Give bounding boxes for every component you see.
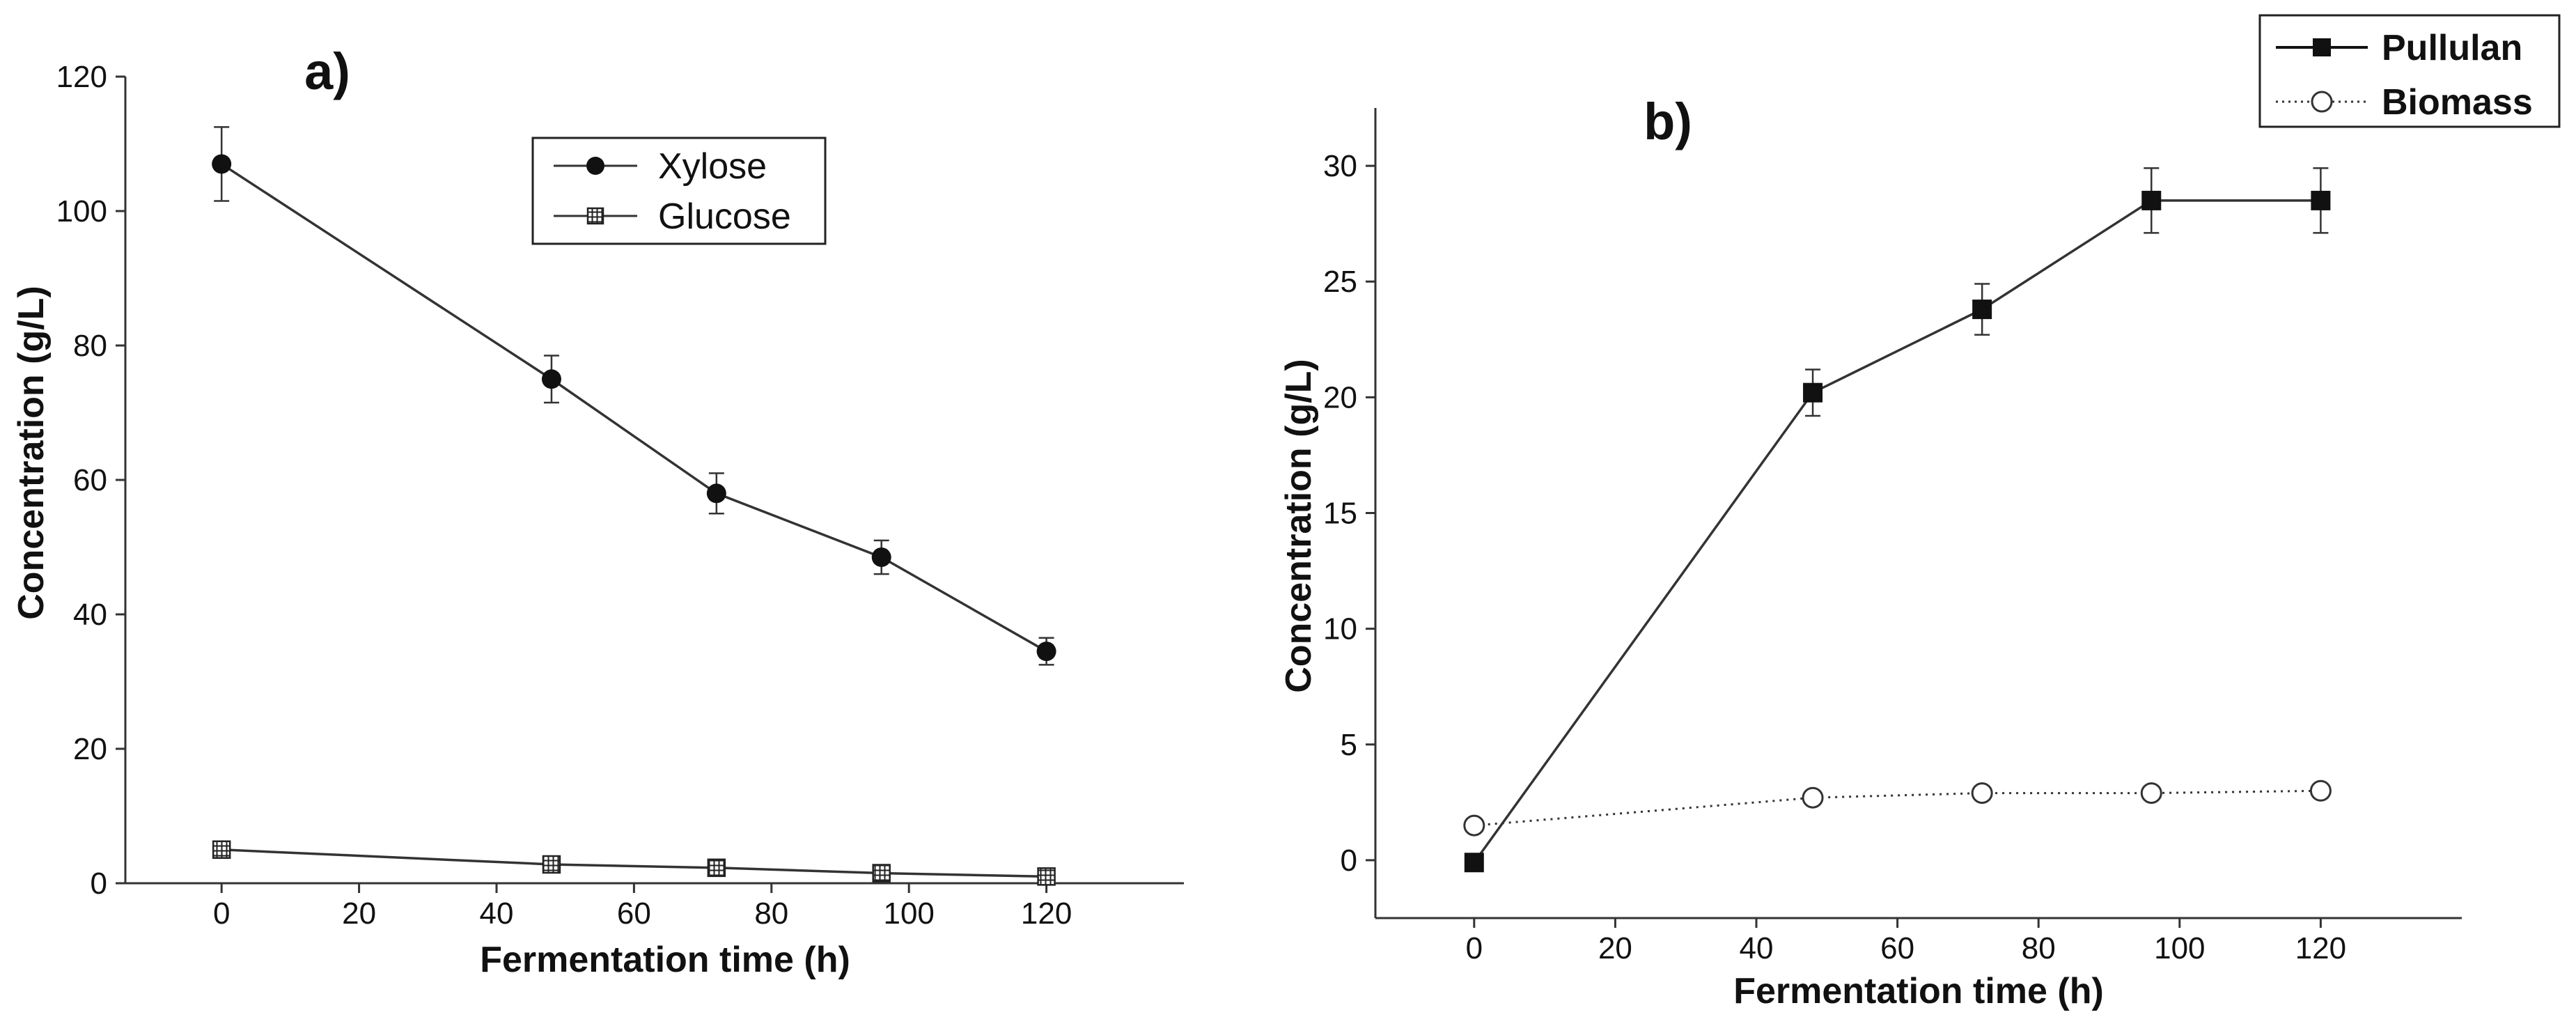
panel-label-b: b) xyxy=(1644,93,1692,150)
y-tick-label-b: 25 xyxy=(1323,265,1357,299)
legend-marker-biomass xyxy=(2311,91,2333,113)
data-point-xylose xyxy=(212,154,232,174)
data-point-xylose xyxy=(1036,642,1056,662)
x-tick-label-b: 120 xyxy=(2295,931,2346,965)
data-point-glucose xyxy=(542,855,561,874)
data-point-biomass xyxy=(2140,782,2162,805)
data-point-glucose xyxy=(1037,867,1056,886)
legend-label-biomass: Biomass xyxy=(2382,82,2533,123)
x-axis-title-b: Fermentation time (h) xyxy=(1733,971,2104,1011)
chart-panel-a: a) Fermentation time (h) Concentration (… xyxy=(11,42,1184,980)
legend-box-b xyxy=(2258,14,2561,128)
y-tick-label-b: 20 xyxy=(1323,380,1357,414)
x-tick-label-a: 20 xyxy=(342,896,376,931)
x-tick-label-b: 20 xyxy=(1598,931,1632,965)
data-point-biomass xyxy=(1463,814,1485,837)
x-tick-label-b: 80 xyxy=(2022,931,2056,965)
data-point-biomass xyxy=(1971,782,1993,805)
y-tick-label-b: 15 xyxy=(1323,497,1357,531)
legend-marker-pullulan xyxy=(2313,38,2331,56)
data-point-xylose xyxy=(871,547,891,567)
data-point-glucose xyxy=(872,864,891,883)
legend-a: Xylose Glucose xyxy=(531,137,827,245)
x-axis-title-a: Fermentation time (h) xyxy=(480,940,850,980)
data-point-pullulan xyxy=(1803,382,1823,403)
data-point-pullulan xyxy=(1464,853,1484,873)
legend-marker-xylose xyxy=(586,157,604,175)
y-axis-title-b: Concentration (g/L) xyxy=(1279,359,1319,693)
y-tick-label-a: 80 xyxy=(73,329,107,363)
legend-b: Pullulan Biomass xyxy=(2258,14,2561,128)
data-point-pullulan xyxy=(2141,190,2162,210)
y-tick-label-b: 10 xyxy=(1323,612,1357,646)
x-tick-label-a: 40 xyxy=(480,896,514,931)
data-point-xylose xyxy=(541,369,561,389)
legend-entry-pullulan: Pullulan xyxy=(2276,28,2522,68)
y-tick-label-a: 120 xyxy=(56,60,107,94)
data-point-biomass xyxy=(1802,786,1824,809)
data-marks-a xyxy=(212,126,1056,886)
x-tick-label-b: 40 xyxy=(1740,931,1774,965)
x-tick-label-b: 60 xyxy=(1880,931,1914,965)
y-tick-label-a: 60 xyxy=(73,463,107,497)
data-point-biomass xyxy=(2309,779,2332,802)
chart-panel-b: b) Fermentation time (h) Concentration (… xyxy=(1279,14,2561,1011)
legend-entry-glucose: Glucose xyxy=(554,196,791,237)
y-axis-title-a: Concentration (g/L) xyxy=(11,286,52,620)
legend-entry-xylose: Xylose xyxy=(554,146,767,187)
x-tick-label-a: 60 xyxy=(617,896,651,931)
x-tick-label-a: 0 xyxy=(213,896,230,931)
legend-label-xylose: Xylose xyxy=(658,146,767,187)
data-point-pullulan xyxy=(2311,190,2331,210)
data-point-glucose xyxy=(212,840,231,859)
axes-b: 0 20 40 60 80 100 120 0 5 10 15 20 25 30 xyxy=(1323,108,2462,965)
data-point-glucose xyxy=(707,858,726,878)
x-tick-label-b: 0 xyxy=(1466,931,1483,965)
x-tick-label-b: 100 xyxy=(2154,931,2205,965)
x-tick-label-a: 80 xyxy=(754,896,788,931)
y-tick-label-a: 0 xyxy=(91,867,107,901)
axes-a: 0 20 40 60 80 100 120 0 20 40 60 80 100 120 xyxy=(56,60,1184,931)
panel-label-a: a) xyxy=(304,42,350,100)
y-tick-label-b: 30 xyxy=(1323,149,1357,183)
series-line-glucose xyxy=(221,848,1047,878)
legend-entry-biomass: Biomass xyxy=(2276,82,2533,123)
y-tick-label-b: 0 xyxy=(1341,844,1357,878)
y-tick-label-a: 100 xyxy=(56,194,107,228)
legend-label-pullulan: Pullulan xyxy=(2382,28,2522,68)
data-marks-b xyxy=(1463,167,2332,873)
x-tick-label-a: 100 xyxy=(883,896,934,931)
data-point-pullulan xyxy=(1972,300,1992,320)
y-tick-label-a: 20 xyxy=(73,732,107,766)
legend-box-a xyxy=(531,137,827,245)
data-point-xylose xyxy=(706,483,726,504)
series-line-biomass xyxy=(1474,789,2321,827)
y-tick-label-a: 40 xyxy=(73,598,107,632)
legend-marker-glucose xyxy=(586,207,604,225)
x-tick-label-a: 120 xyxy=(1021,896,1072,931)
series-line-pullulan xyxy=(1473,199,2321,864)
legend-label-glucose: Glucose xyxy=(658,196,791,237)
y-tick-label-b: 5 xyxy=(1341,728,1357,762)
